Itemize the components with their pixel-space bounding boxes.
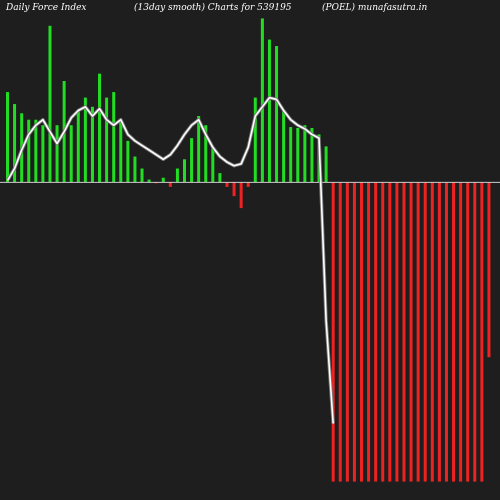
header-left: Daily Force Index [5, 3, 87, 13]
force-bar [310, 127, 314, 183]
force-bar [352, 182, 356, 482]
force-bar [218, 173, 222, 183]
force-bar [444, 182, 448, 482]
force-bar [34, 119, 38, 183]
force-bar [296, 127, 300, 183]
force-bar [6, 92, 9, 183]
force-bar [55, 125, 59, 183]
header-center: (13day smooth) Charts for 539195 [134, 2, 292, 13]
force-bar [253, 97, 257, 183]
force-bar [83, 97, 87, 183]
force-bar [105, 97, 109, 183]
force-bar [246, 182, 250, 187]
force-bar [197, 116, 201, 183]
force-bar [388, 182, 392, 482]
force-bar [395, 182, 399, 482]
force-bar [69, 125, 73, 183]
force-bar [13, 104, 17, 183]
force-bar [204, 125, 208, 183]
force-bar [374, 182, 378, 482]
force-bar [275, 46, 279, 183]
force-bar [183, 159, 186, 183]
force-bar [289, 127, 293, 183]
smooth-line-series [6, 96, 334, 424]
force-bar [466, 182, 470, 482]
force-bar [175, 168, 179, 183]
force-bar [41, 125, 45, 183]
force-bar [338, 182, 342, 482]
force-bar [367, 182, 371, 482]
force-bar [381, 182, 385, 482]
force-bar [232, 182, 236, 197]
force-bar [303, 125, 307, 183]
force-bar [345, 182, 349, 482]
force-bar [437, 182, 441, 482]
force-bar [409, 182, 413, 482]
force-bar [27, 119, 31, 183]
force-bar [324, 146, 328, 183]
force-bar [225, 182, 229, 187]
force-bar [98, 73, 102, 183]
force-bar [416, 182, 420, 482]
force-bar [260, 18, 264, 183]
bar-series [6, 18, 491, 482]
force-bar [402, 182, 406, 482]
force-bar [119, 122, 123, 183]
force-bar [211, 147, 215, 183]
force-bar [133, 156, 137, 183]
force-bar [76, 110, 80, 183]
force-bar [190, 138, 194, 183]
force-bar [282, 111, 286, 183]
force-bar [423, 182, 427, 482]
force-bar [480, 182, 484, 482]
force-bar [126, 140, 130, 183]
force-bar [459, 182, 463, 482]
force-bar [48, 25, 52, 183]
force-bar [473, 182, 477, 482]
force-bar [360, 182, 363, 482]
force-bar [267, 39, 271, 183]
force-bar [140, 168, 144, 183]
force-bar [112, 92, 116, 183]
force-bar [452, 182, 456, 482]
force-bar [168, 182, 172, 187]
force-bar [147, 179, 151, 183]
force-bar [161, 177, 165, 183]
force-bar [430, 182, 434, 482]
force-bar [90, 106, 94, 183]
force-bar [239, 182, 243, 209]
header-right: (POEL) munafasutra.in [322, 2, 427, 13]
force-bar [331, 182, 335, 482]
force-bar [487, 182, 491, 358]
